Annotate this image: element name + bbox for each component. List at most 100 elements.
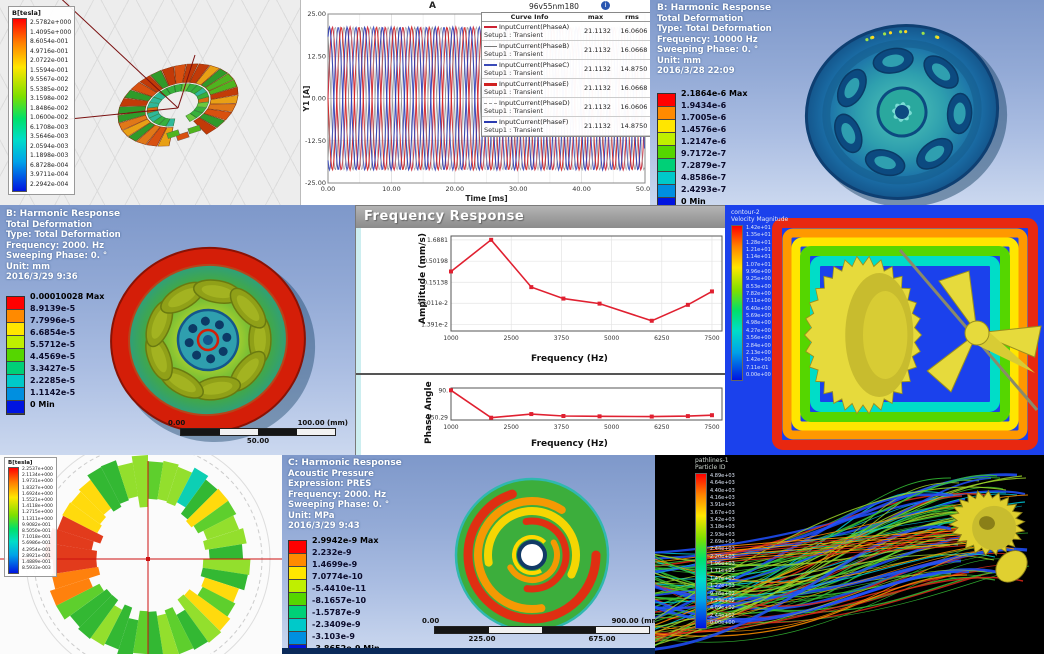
scale-bar: 0.00 900.00 (mm) 225.00 675.00 [422, 617, 655, 643]
x-tick: 7500 [704, 335, 719, 342]
legend-value: 8.5050e-001 [22, 529, 51, 535]
legend-value: 2.0594e-003 [30, 142, 69, 150]
flux-segment [70, 491, 106, 525]
legend-value: 6.1708e-003 [30, 123, 69, 131]
info-line: Frequency: 10000 Hz [657, 34, 758, 45]
fan-blade [938, 270, 978, 334]
legend-value: 3.42e+03 [710, 517, 735, 524]
panel-frequency-response: Frequency Response 1.6881 0.50198 0.15138 4… [355, 205, 727, 457]
x-tick: 7500 [704, 424, 719, 431]
deformation-wheel [804, 24, 1008, 205]
curve-line-sample [484, 26, 497, 28]
colorbar [12, 18, 27, 192]
cfd-legend: contour-2 Velocity Magnitude 1.42e+01 1.3… [731, 209, 788, 381]
info-line: C: Harmonic Response [288, 458, 402, 468]
torus-inner-segment [185, 83, 198, 93]
torus-inner-segment [152, 116, 166, 125]
plot-title: 96v55nm180 [529, 2, 579, 11]
x-tick: 6250 [654, 424, 669, 431]
legend-value: 3.18e+03 [710, 524, 735, 531]
x-tick: 5000 [604, 424, 619, 431]
torus-segment [136, 124, 161, 145]
scale-bar: 0.00 100.00 (mm) 50.00 [168, 419, 348, 445]
curve-name: InputCurrent(PhaseD) [484, 99, 579, 107]
acoustic-disc [454, 477, 610, 633]
x-tick: 3750 [554, 424, 569, 431]
torus-segment [210, 86, 239, 100]
legend-value: -8.1657e-10 [312, 596, 367, 605]
flux-segment [117, 618, 139, 654]
legend-value: 2.2285e-5 [30, 376, 76, 385]
bolt-hole [184, 338, 194, 348]
window-bottom-strip [282, 648, 655, 654]
info-line: Sweeping Phase: 0. ° [288, 500, 390, 510]
wheel-group [110, 246, 316, 443]
legend-value: 9.7172e-7 [681, 149, 727, 158]
info-line: Frequency: 2000. Hz [288, 489, 387, 500]
streamline [655, 490, 1026, 554]
flux-segment [52, 559, 97, 574]
x-tick: 5000 [604, 335, 619, 342]
legend-value: 1.4118e+000 [22, 504, 53, 510]
legend-value: -3.103e-9 [312, 632, 355, 641]
streamline [694, 537, 986, 559]
phase-ylabel: Phase Angle [424, 381, 434, 444]
info-line: Unit: MPa [288, 510, 335, 521]
legend-value: 4.89e+03 [710, 473, 735, 479]
curve-cell: InputCurrent(PhaseB) Setup1 : Transient [482, 41, 579, 59]
x-tick-label: 50.00 [636, 185, 651, 193]
info-icon: i [601, 1, 610, 10]
legend-value: 1.2147e-6 [681, 137, 727, 146]
info-line: 2016/3/29 9:36 [6, 272, 78, 282]
fan [926, 270, 1042, 393]
curve-name: InputCurrent(PhaseB) [484, 42, 579, 50]
stray-block [187, 124, 202, 135]
amp-ylabel: Amplitude (mm/s) [418, 233, 428, 324]
flux-segment [90, 605, 123, 646]
pressure-ring [474, 497, 590, 613]
color-swatch [7, 323, 24, 336]
torus-segment [193, 117, 217, 135]
torus-segment [117, 110, 146, 124]
legend-value: 1.6924e+000 [22, 491, 53, 497]
info-line: Sweeping Phase: 0. ° [6, 251, 108, 261]
legend-value: 0.00e+00 [710, 619, 735, 626]
legend-value: 1.07e+01 [746, 261, 771, 268]
legend-value: -1.5787e-9 [312, 608, 361, 617]
legend-value: 0.00e+00 [746, 371, 771, 378]
info-line: Sweeping Phase: 0. ° [657, 45, 759, 55]
colorbar [695, 473, 707, 629]
streamline [655, 474, 998, 595]
streamline [694, 539, 986, 561]
legend-value: 2.0722e-001 [30, 57, 69, 64]
amp-y-tick: 1.6881 [427, 237, 448, 244]
scale-right: 900.00 (mm) [611, 617, 655, 625]
info-line: Total Deformation [6, 219, 93, 230]
color-swatch [289, 567, 306, 580]
torus-inner-segment [146, 102, 160, 109]
torus-inner-segment [148, 113, 162, 123]
amplitude-curve [450, 238, 713, 322]
color-swatch [658, 146, 675, 159]
legend-value: 1.71e+03 [710, 568, 735, 575]
color-swatch [658, 120, 675, 133]
legend-subtitle: Particle ID [695, 464, 726, 471]
curve-cell: InputCurrent(PhaseE) Setup1 : Transient [482, 79, 579, 97]
max-value: 21.1132 [584, 103, 611, 111]
color-swatch [7, 349, 24, 362]
streamline [694, 541, 986, 563]
legend-value: 7.33e+02 [710, 597, 735, 604]
rms-value: 14.8750 [620, 122, 648, 130]
torus-inner-segment [180, 83, 191, 92]
color-swatch [7, 336, 24, 349]
col-header: Curve Info [510, 13, 549, 21]
phase-y-tick: 90. [438, 387, 448, 394]
torus-segment [182, 63, 199, 83]
legend-value: 7.11e+00 [746, 298, 771, 305]
flux-legend: B[tesla] 2.2537e+000 2.1134e+000 1.9731e+0… [4, 457, 57, 577]
flux-segment [208, 544, 244, 559]
info-line: B: Harmonic Response [657, 3, 772, 13]
color-swatch [7, 297, 24, 310]
panel-pathlines: pathlines-1 Particle ID 4.89e+03 4.64e+03… [655, 455, 1044, 654]
legend-value: 2.1864e-6 Max [681, 89, 748, 98]
